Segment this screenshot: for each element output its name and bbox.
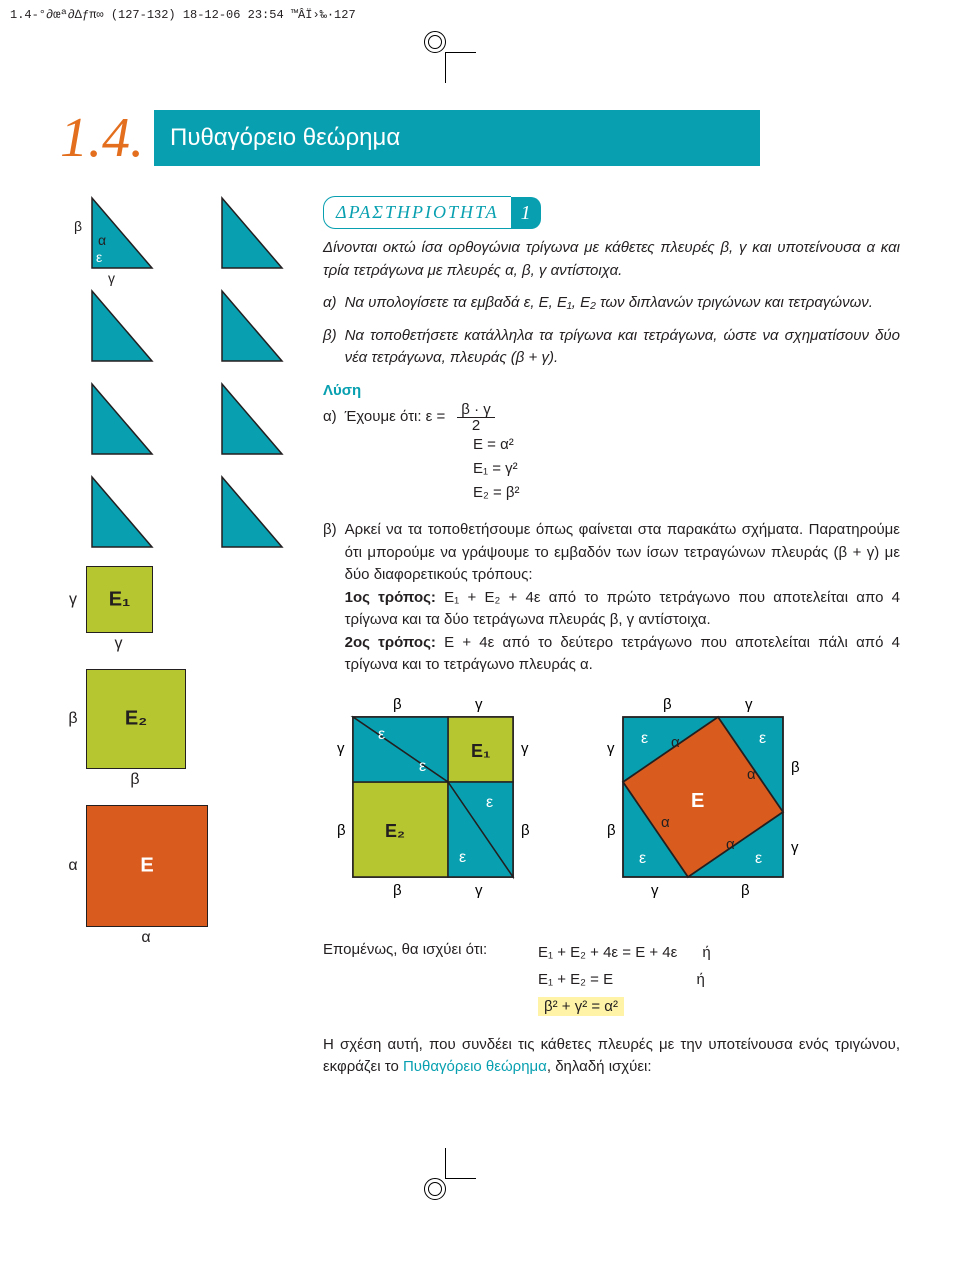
sq-E1-side-b: γ <box>86 635 151 653</box>
sol-a-label: α) <box>323 406 337 429</box>
title-row: 1.4. Πυθαγόρειο θεώρημα <box>60 110 900 166</box>
svg-text:β: β <box>607 822 616 839</box>
pythag-formula: β² + γ² = α² <box>538 997 624 1016</box>
section-number: 1.4. <box>60 110 154 166</box>
activity-number: 1 <box>511 197 541 229</box>
svg-text:ε: ε <box>419 758 426 775</box>
svg-text:ε: ε <box>459 849 466 866</box>
svg-text:γ: γ <box>651 882 659 899</box>
svg-text:ε: ε <box>378 726 385 743</box>
svg-text:γ: γ <box>745 696 753 713</box>
intro-text: Δίνονται οκτώ ίσα ορθογώνια τρίγωνα με κ… <box>323 237 900 282</box>
sq-E1-label: Ε₁ <box>109 588 131 611</box>
svg-text:β: β <box>521 822 530 839</box>
sq-E-side-l: α <box>60 857 86 875</box>
svg-text:α: α <box>661 814 670 831</box>
svg-text:β: β <box>393 882 402 899</box>
fraction: β · γ 2 <box>457 402 494 433</box>
svg-text:E₁: E₁ <box>471 741 490 761</box>
svg-text:γ: γ <box>475 882 483 899</box>
activity-label: ΔΡΑΣΤΗΡΙΟΤΗΤΑ <box>323 196 511 229</box>
final-paragraph: Η σχέση αυτή, που συνδέει τις κάθετες πλ… <box>323 1034 900 1079</box>
concl-eq-1: Ε₁ + Ε₂ + 4ε = Ε + 4ε <box>538 944 677 961</box>
sq-E2-label: Ε₂ <box>125 708 147 731</box>
svg-text:γ: γ <box>791 839 799 856</box>
question-a: α)Να υπολογίσετε τα εμβαδά ε, Ε, Ε₁, Ε₂ … <box>323 292 900 315</box>
svg-text:ε: ε <box>641 730 648 747</box>
sq-E1-side-l: γ <box>60 591 86 609</box>
conclusion-lead: Επομένως, θα ισχύει ότι: <box>323 939 528 962</box>
svg-text:α: α <box>671 734 680 751</box>
crop-mark-bottom <box>445 1148 476 1179</box>
area-equations: Ε = α² Ε₁ = γ² Ε₂ = β² <box>473 433 900 505</box>
svg-text:β: β <box>663 696 672 713</box>
theorem-name: Πυθαγόρειο θεώρημα <box>403 1058 547 1075</box>
conclusion-block: Επομένως, θα ισχύει ότι: Ε₁ + Ε₂ + 4ε = … <box>323 939 900 1020</box>
diagram-2: E α α α α ε ε ε ε β γ γ <box>593 687 793 927</box>
content-column: ΔΡΑΣΤΗΡΙΟΤΗΤΑ 1 Δίνονται οκτώ ίσα ορθογώ… <box>323 196 900 1089</box>
crop-mark-top <box>445 52 476 83</box>
svg-text:γ: γ <box>607 740 615 757</box>
left-figures: β α ε γ γ Ε₁ <box>60 196 295 1089</box>
solution-heading: Λύση <box>323 380 900 403</box>
svg-text:γ: γ <box>337 740 345 757</box>
svg-text:β: β <box>741 882 750 899</box>
svg-text:γ: γ <box>475 696 483 713</box>
sq-E2-side-l: β <box>60 710 86 728</box>
concl-eq-2: Ε₁ + Ε₂ = Ε <box>538 971 613 988</box>
svg-text:ε: ε <box>486 794 493 811</box>
question-b: β)Να τοποθετήσετε κατάλληλα τα τρίγωνα κ… <box>323 325 900 370</box>
svg-text:ε: ε <box>639 850 646 867</box>
svg-text:E₂: E₂ <box>385 821 405 841</box>
composite-diagrams: ε ε ε ε E₁ E₂ β γ γ β γ β β <box>323 687 900 927</box>
way1-lead: 1ος τρόπος: <box>345 589 436 606</box>
or-1: ή <box>702 944 710 961</box>
sq-E2-side-b: β <box>86 771 184 789</box>
sq-E-label: Ε <box>140 855 153 878</box>
svg-text:α: α <box>726 836 735 853</box>
tri-label-b: β <box>74 218 82 234</box>
tri-label-a: α <box>98 232 106 248</box>
page-title: Πυθαγόρειο θεώρημα <box>154 110 760 166</box>
svg-text:β: β <box>393 696 402 713</box>
tri-label-e: ε <box>96 249 102 265</box>
or-2: ή <box>696 971 704 988</box>
svg-text:β: β <box>337 822 346 839</box>
diagram-1: ε ε ε ε E₁ E₂ β γ γ β γ β β <box>323 687 523 927</box>
sq-E-side-b: α <box>86 929 206 947</box>
svg-text:α: α <box>747 766 756 783</box>
svg-text:β: β <box>791 759 800 776</box>
doc-header: 1.4-°∂œª∂∆ƒπ∞ (127-132) 18-12-06 23:54 ™… <box>0 0 960 30</box>
svg-text:E: E <box>691 790 704 812</box>
svg-text:ε: ε <box>759 730 766 747</box>
svg-text:ε: ε <box>755 850 762 867</box>
way2-lead: 2ος τρόπος: <box>345 634 436 651</box>
sol-b-label: β) <box>323 519 337 677</box>
tri-label-g: γ <box>108 270 115 286</box>
sol-a-lead: Έχουμε ότι: ε = <box>345 406 446 429</box>
sol-b-text: Αρκεί να τα τοποθετήσουμε όπως φαίνεται … <box>345 521 900 583</box>
svg-text:γ: γ <box>521 740 529 757</box>
